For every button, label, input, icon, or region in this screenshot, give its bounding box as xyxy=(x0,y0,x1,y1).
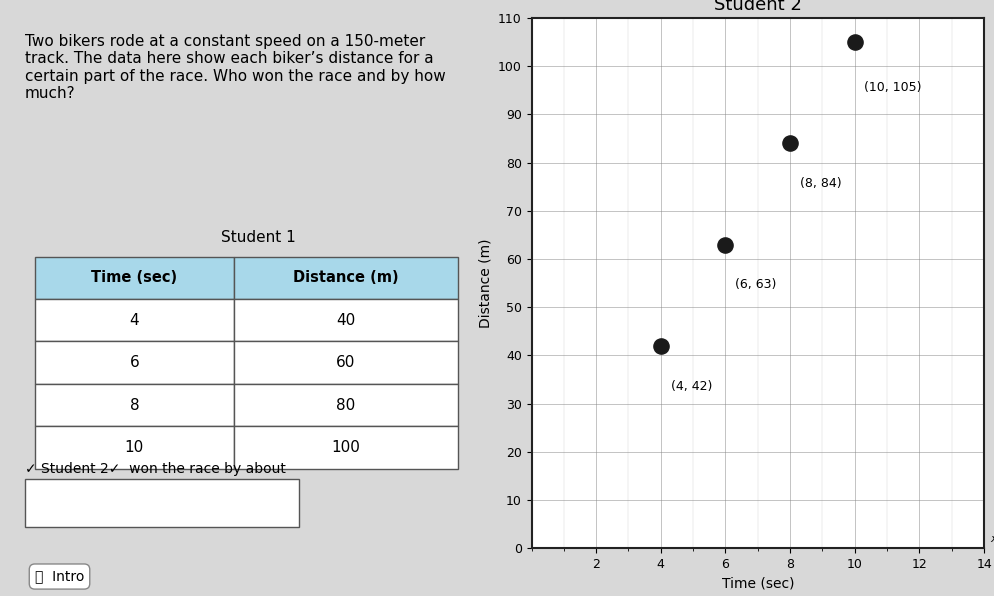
Text: 60: 60 xyxy=(336,355,356,370)
Text: 6: 6 xyxy=(129,355,139,370)
Text: 🔊  Intro: 🔊 Intro xyxy=(35,570,84,583)
FancyBboxPatch shape xyxy=(234,256,458,299)
FancyBboxPatch shape xyxy=(35,342,234,384)
Text: 8: 8 xyxy=(129,398,139,412)
Text: 40: 40 xyxy=(336,313,356,328)
Text: 100: 100 xyxy=(332,440,361,455)
FancyBboxPatch shape xyxy=(35,426,234,468)
Text: Distance (m): Distance (m) xyxy=(293,271,399,285)
Y-axis label: Distance (m): Distance (m) xyxy=(478,238,492,328)
Text: x: x xyxy=(991,533,994,544)
Point xyxy=(653,341,669,350)
Text: Student 1: Student 1 xyxy=(222,230,296,245)
FancyBboxPatch shape xyxy=(35,256,234,299)
Text: Time (sec): Time (sec) xyxy=(91,271,178,285)
FancyBboxPatch shape xyxy=(35,384,234,426)
Text: Two bikers rode at a constant speed on a 150-meter
track. The data here show eac: Two bikers rode at a constant speed on a… xyxy=(25,34,445,101)
Point xyxy=(782,138,798,148)
Title: Student 2: Student 2 xyxy=(714,0,802,14)
Text: (10, 105): (10, 105) xyxy=(865,80,922,94)
FancyBboxPatch shape xyxy=(234,384,458,426)
FancyBboxPatch shape xyxy=(35,299,234,342)
FancyBboxPatch shape xyxy=(234,426,458,468)
FancyBboxPatch shape xyxy=(234,342,458,384)
X-axis label: Time (sec): Time (sec) xyxy=(722,576,794,591)
FancyBboxPatch shape xyxy=(25,479,298,527)
Point xyxy=(718,240,734,249)
Text: 4: 4 xyxy=(129,313,139,328)
Point xyxy=(847,37,863,46)
Text: (8, 84): (8, 84) xyxy=(800,177,842,190)
Text: ✓ Student 2✓  won the race by about: ✓ Student 2✓ won the race by about xyxy=(25,462,285,476)
Text: (4, 42): (4, 42) xyxy=(671,380,712,393)
Text: (6, 63): (6, 63) xyxy=(736,278,776,291)
Text: 10: 10 xyxy=(125,440,144,455)
Text: 80: 80 xyxy=(336,398,356,412)
FancyBboxPatch shape xyxy=(234,299,458,342)
